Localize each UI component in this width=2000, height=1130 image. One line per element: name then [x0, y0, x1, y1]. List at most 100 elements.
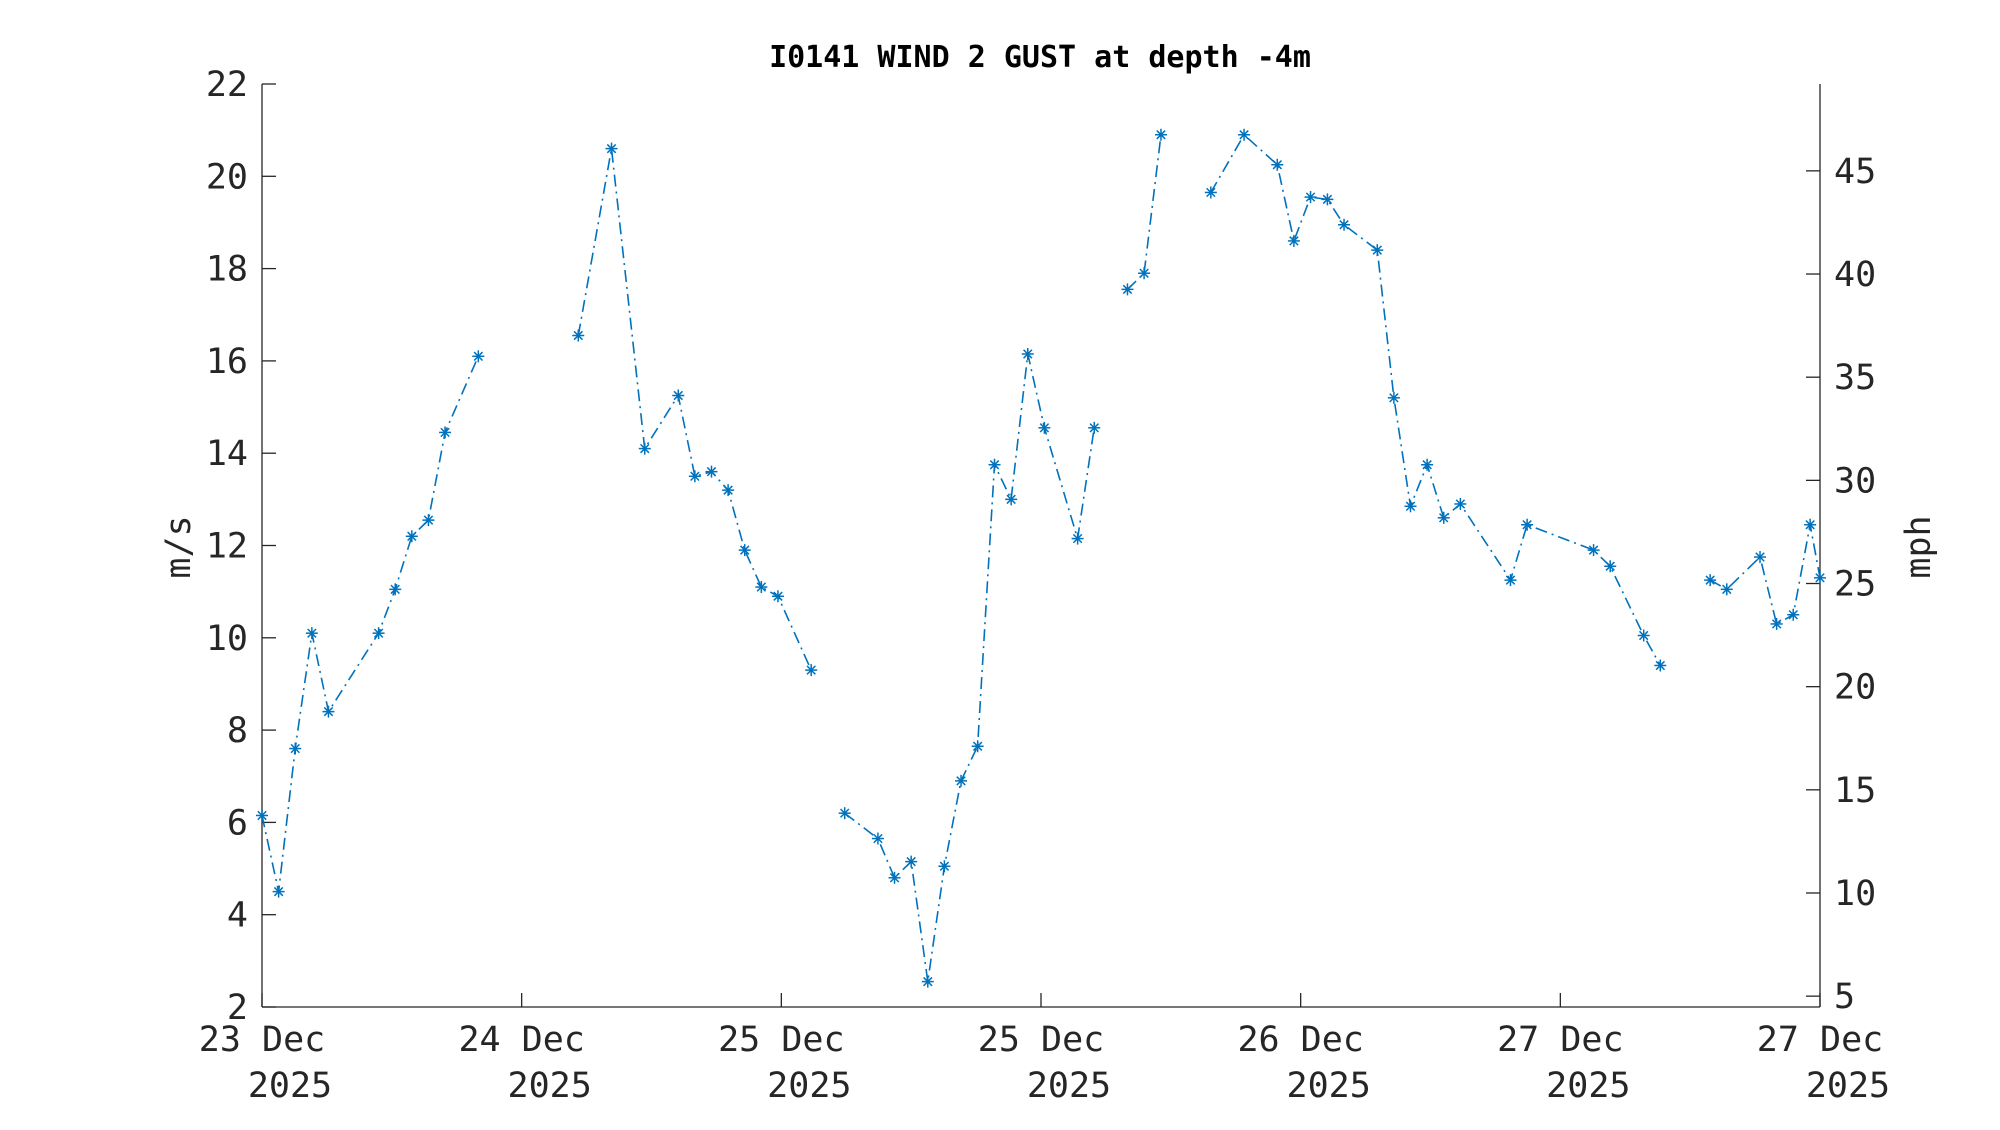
data-point — [1338, 218, 1351, 231]
x-tick-label-date: 25 Dec — [718, 1020, 844, 1060]
data-point-stroke — [1072, 533, 1083, 544]
y2-tick-label: 35 — [1834, 358, 1876, 398]
series-line-segment — [261, 355, 480, 892]
data-point — [905, 855, 918, 868]
data-point-stroke — [1455, 499, 1466, 509]
series-line-segment — [1210, 133, 1662, 666]
data-point — [1021, 347, 1034, 360]
data-point-stroke — [1322, 194, 1333, 205]
data-point-stroke — [257, 810, 267, 821]
data-point — [688, 470, 701, 483]
series-line-segment — [1709, 524, 1821, 626]
data-point — [1654, 659, 1667, 672]
data-point-stroke — [1139, 268, 1149, 278]
data-point — [1504, 574, 1517, 587]
data-point — [605, 142, 618, 155]
data-point — [638, 442, 651, 455]
data-point — [1814, 571, 1826, 584]
data-point — [289, 742, 302, 755]
data-point — [305, 627, 318, 640]
y2-axis-label: mph — [1899, 515, 1939, 578]
data-point-stroke — [756, 582, 767, 592]
x-tick-label-year: 2025 — [1287, 1066, 1371, 1106]
data-point-stroke — [473, 351, 484, 362]
data-point — [1770, 617, 1783, 630]
y-tick-label: 16 — [206, 342, 248, 382]
data-point — [1071, 532, 1084, 545]
data-point — [422, 514, 435, 527]
data-point-stroke — [1505, 575, 1516, 585]
data-point-stroke — [1605, 561, 1615, 571]
series-line-segment — [577, 148, 812, 671]
y-tick-label: 18 — [206, 250, 248, 290]
data-point — [971, 740, 984, 753]
data-point — [1005, 493, 1018, 506]
data-point-stroke — [1422, 460, 1432, 470]
x-tick-label-year: 2025 — [1027, 1066, 1111, 1106]
data-point — [1720, 583, 1733, 596]
y2-tick-label: 15 — [1834, 771, 1876, 811]
data-point-stroke — [1805, 520, 1815, 530]
data-point — [1521, 518, 1534, 531]
data-point-stroke — [1089, 423, 1099, 433]
data-point — [755, 581, 768, 594]
data-point-stroke — [1638, 630, 1649, 641]
data-point-stroke — [1588, 545, 1599, 555]
data-point-stroke — [739, 545, 750, 555]
data-point-stroke — [706, 466, 717, 477]
data-point-stroke — [307, 628, 317, 638]
data-point-stroke — [806, 665, 816, 675]
y-tick-label: 22 — [206, 65, 248, 105]
y-tick-label: 12 — [206, 527, 248, 567]
data-point-stroke — [1755, 552, 1765, 562]
data-point — [1204, 186, 1217, 199]
x-tick-label-date: 26 Dec — [1237, 1020, 1363, 1060]
data-point-stroke — [290, 743, 300, 754]
x-tick-label-year: 2025 — [1546, 1066, 1630, 1106]
data-point — [1604, 560, 1617, 573]
x-tick-label-date: 23 Dec — [199, 1020, 325, 1060]
data-point — [439, 426, 452, 439]
data-point-stroke — [1289, 236, 1299, 246]
data-point — [1421, 458, 1434, 471]
data-point-stroke — [573, 330, 584, 341]
data-point — [572, 329, 585, 342]
data-point — [805, 664, 818, 677]
data-point — [1754, 551, 1767, 564]
data-point — [938, 860, 951, 873]
data-point-stroke — [839, 808, 850, 818]
series-line-segment — [844, 353, 1095, 982]
data-point-stroke — [906, 856, 916, 867]
data-point — [1587, 544, 1600, 557]
data-point-stroke — [373, 628, 384, 638]
data-point-stroke — [690, 471, 700, 482]
y2-tick-label: 45 — [1834, 152, 1876, 192]
y2-tick-label: 10 — [1834, 874, 1876, 914]
data-point — [1287, 234, 1300, 247]
data-point-stroke — [1771, 619, 1782, 629]
data-point — [1371, 244, 1384, 257]
data-point-stroke — [1272, 160, 1283, 170]
y2-tick-label: 25 — [1834, 565, 1876, 605]
data-point-stroke — [407, 531, 417, 542]
data-point — [372, 627, 385, 640]
data-point — [405, 530, 418, 543]
data-point-stroke — [939, 861, 950, 871]
data-point — [921, 975, 934, 988]
data-point-stroke — [1156, 130, 1166, 140]
data-point-stroke — [323, 706, 334, 717]
data-point — [738, 544, 751, 557]
y2-tick-label: 5 — [1834, 977, 1855, 1017]
data-point-stroke — [1023, 349, 1033, 359]
data-point-stroke — [873, 833, 883, 844]
data-point-stroke — [273, 886, 284, 897]
x-tick-label-date: 27 Dec — [1757, 1020, 1883, 1060]
y2-tick-label: 40 — [1834, 255, 1876, 295]
x-tick-label-date: 24 Dec — [458, 1020, 584, 1060]
series-line-segment — [1126, 134, 1162, 290]
data-point — [771, 590, 784, 603]
data-point — [389, 583, 402, 596]
y-tick-label: 20 — [206, 157, 248, 197]
data-point — [1404, 500, 1417, 513]
data-point-stroke — [1006, 494, 1016, 505]
